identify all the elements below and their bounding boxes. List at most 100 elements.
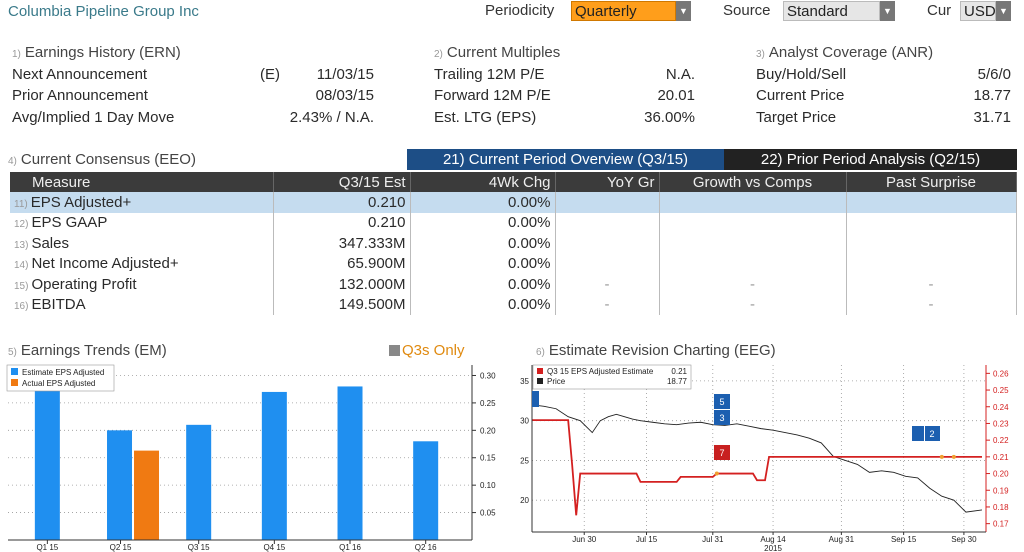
estimate-cell[interactable]: 65.900M — [273, 253, 411, 274]
4wk-change-cell[interactable]: 0.00% — [410, 274, 556, 295]
currency-dropdown[interactable]: USD — [960, 1, 996, 21]
measure-cell[interactable]: 16) EBITDA — [10, 294, 274, 315]
q3s-only-checkbox[interactable] — [389, 345, 400, 356]
right-y-tick-label: 0.20 — [993, 470, 1009, 479]
growth-vs-comps-cell[interactable] — [659, 212, 847, 233]
analyst-coverage-header[interactable]: 3) Analyst Coverage (ANR) — [756, 44, 934, 61]
4wk-change-cell[interactable]: 0.00% — [410, 253, 556, 274]
q3s-only-label[interactable]: Q3s Only — [402, 342, 465, 359]
column-header-est[interactable]: Q3/15 Est — [273, 172, 411, 192]
event-marker[interactable] — [714, 445, 730, 460]
source-dropdown[interactable]: Standard — [783, 1, 880, 21]
est-ltg-label: Est. LTG (EPS) — [434, 109, 537, 126]
event-marker-label: 3 — [719, 413, 724, 423]
bar-estimate[interactable] — [261, 391, 287, 540]
legend: Estimate EPS Adjusted Actual EPS Adjuste… — [6, 364, 115, 392]
x-tick-label: Jun 30 — [572, 535, 597, 544]
event-marker[interactable] — [714, 410, 730, 425]
left-y-tick-label: 20 — [520, 496, 529, 505]
measure-cell[interactable]: 12) EPS GAAP — [10, 212, 274, 233]
earnings-history-header[interactable]: 1) Earnings History (ERN) — [12, 44, 181, 61]
4wk-change-cell[interactable]: 0.00% — [410, 294, 556, 315]
x-tick-label: Q2 15 — [110, 543, 132, 552]
past-surprise-cell[interactable] — [846, 212, 1017, 233]
yoy-growth-cell[interactable] — [555, 192, 660, 213]
table-row[interactable]: 14) Net Income Adjusted+ 65.900M 0.00% — [10, 253, 1017, 274]
bar-estimate[interactable] — [34, 375, 60, 540]
estimate-cell[interactable]: 132.000M — [273, 274, 411, 295]
4wk-change-cell[interactable]: 0.00% — [410, 233, 556, 254]
chevron-down-icon[interactable]: ▼ — [880, 1, 895, 21]
yoy-growth-cell[interactable] — [555, 233, 660, 254]
growth-vs-comps-cell[interactable] — [659, 192, 847, 213]
estimate-cell[interactable]: 0.210 — [273, 212, 411, 233]
x-tick-label: Q1 15 — [36, 543, 58, 552]
past-surprise-cell[interactable]: - — [846, 274, 1017, 295]
yoy-growth-cell[interactable] — [555, 253, 660, 274]
legend-value-price: 18.77 — [667, 377, 688, 386]
4wk-change-cell[interactable]: 0.00% — [410, 212, 556, 233]
column-header-growth-vs-comps[interactable]: Growth vs Comps — [659, 172, 847, 192]
current-multiples-header[interactable]: 2) Current Multiples — [434, 44, 561, 61]
event-marker-edge[interactable] — [532, 391, 539, 407]
consensus-header[interactable]: 4) Current Consensus (EEO) — [8, 151, 196, 168]
chevron-down-icon[interactable]: ▼ — [676, 1, 691, 21]
measure-cell[interactable]: 15) Operating Profit — [10, 274, 274, 295]
growth-vs-comps-cell[interactable] — [659, 253, 847, 274]
bar-estimate[interactable] — [337, 386, 363, 540]
past-surprise-cell[interactable] — [846, 253, 1017, 274]
company-name: Columbia Pipeline Group Inc — [8, 3, 199, 20]
column-header-4wk-chg[interactable]: 4Wk Chg — [410, 172, 556, 192]
consensus-table: Measure Q3/15 Est 4Wk Chg YoY Gr Growth … — [10, 172, 1017, 315]
estimate-revision-header[interactable]: 6) Estimate Revision Charting (EEG) — [536, 342, 776, 359]
table-row[interactable]: 16) EBITDA 149.500M 0.00% - - - — [10, 294, 1017, 315]
column-header-yoy[interactable]: YoY Gr — [555, 172, 660, 192]
growth-vs-comps-cell[interactable]: - — [659, 274, 847, 295]
next-announcement-label: Next Announcement — [12, 66, 148, 83]
past-surprise-cell[interactable] — [846, 192, 1017, 213]
estimate-point[interactable] — [951, 454, 956, 459]
estimate-point[interactable] — [714, 471, 719, 476]
chevron-down-icon[interactable]: ▼ — [996, 1, 1011, 21]
bar-estimate[interactable] — [107, 430, 133, 540]
bar-actual[interactable] — [134, 450, 160, 540]
table-row[interactable]: 13) Sales 347.333M 0.00% — [10, 233, 1017, 254]
earnings-trends-header[interactable]: 5) Earnings Trends (EM) — [8, 342, 167, 359]
measure-cell[interactable]: 14) Net Income Adjusted+ — [10, 253, 274, 274]
right-y-tick-label: 0.17 — [993, 520, 1009, 529]
event-marker[interactable] — [912, 426, 924, 441]
event-marker[interactable] — [714, 394, 730, 409]
tab-current-period[interactable]: 21) Current Period Overview (Q3/15) — [407, 149, 724, 170]
bar-estimate[interactable] — [186, 424, 212, 540]
estimate-cell[interactable]: 149.500M — [273, 294, 411, 315]
column-header-past-surprise[interactable]: Past Surprise — [846, 172, 1017, 192]
measure-cell[interactable]: 13) Sales — [10, 233, 274, 254]
row-number: 15) — [14, 280, 29, 292]
table-row[interactable]: 15) Operating Profit 132.000M 0.00% - - - — [10, 274, 1017, 295]
4wk-change-cell[interactable]: 0.00% — [410, 192, 556, 213]
right-y-tick-label: 0.18 — [993, 503, 1009, 512]
yoy-growth-cell[interactable] — [555, 212, 660, 233]
measure-name: EPS Adjusted+ — [30, 193, 132, 211]
periodicity-dropdown[interactable]: Quarterly — [571, 1, 676, 21]
table-row[interactable]: 12) EPS GAAP 0.210 0.00% — [10, 212, 1017, 233]
estimate-point[interactable] — [939, 454, 944, 459]
bar-estimate[interactable] — [413, 441, 439, 540]
row-number: 13) — [14, 239, 29, 251]
yoy-growth-cell[interactable]: - — [555, 274, 660, 295]
growth-vs-comps-cell[interactable]: - — [659, 294, 847, 315]
yoy-growth-cell[interactable]: - — [555, 294, 660, 315]
past-surprise-cell[interactable] — [846, 233, 1017, 254]
event-marker[interactable] — [925, 426, 940, 441]
tab-prior-period[interactable]: 22) Prior Period Analysis (Q2/15) — [724, 149, 1017, 170]
right-y-tick-label: 0.23 — [993, 419, 1009, 428]
growth-vs-comps-cell[interactable] — [659, 233, 847, 254]
estimate-cell[interactable]: 0.210 — [273, 192, 411, 213]
estimate-cell[interactable]: 347.333M — [273, 233, 411, 254]
measure-name: EBITDA — [31, 296, 86, 314]
column-header-measure[interactable]: Measure — [10, 172, 274, 192]
past-surprise-cell[interactable]: - — [846, 294, 1017, 315]
table-row[interactable]: 11) EPS Adjusted+ 0.210 0.00% — [10, 192, 1017, 213]
measure-cell[interactable]: 11) EPS Adjusted+ — [10, 192, 274, 213]
